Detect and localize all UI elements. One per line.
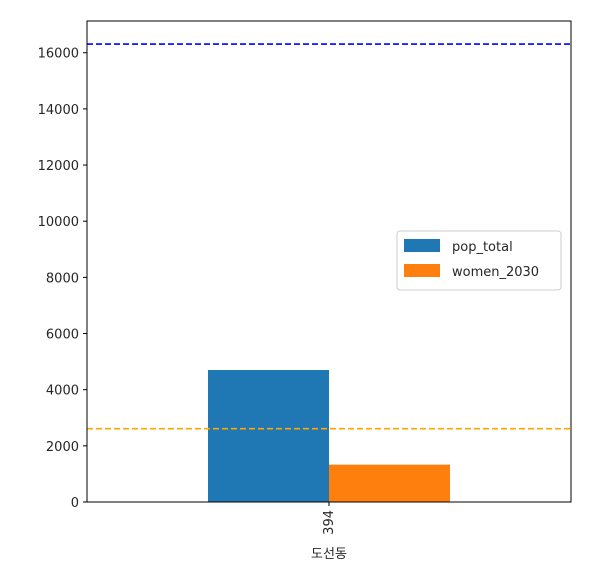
bar-pop_total [208,370,329,502]
legend-label-pop_total: pop_total [452,240,513,255]
y-tick-label: 12000 [38,159,79,174]
y-tick-label: 4000 [46,384,79,399]
y-tick-label: 6000 [46,328,79,343]
y-axis-ticks: 0 2000 4000 6000 8000 10000 12000 14000 16000 [38,47,87,511]
legend-swatch-pop_total [404,239,440,252]
y-tick-label: 16000 [38,47,79,62]
y-tick-label: 0 [71,496,79,511]
legend: pop_total women_2030 [396,230,562,291]
y-tick-label: 14000 [38,103,79,118]
bar-women_2030 [329,464,450,502]
y-tick-label: 2000 [46,440,79,455]
bars-group [208,370,450,502]
x-tick-label-number: 394 [322,510,337,535]
legend-swatch-women_2030 [404,264,440,277]
x-axis-ticks: 394 도선동 [311,502,347,562]
y-tick-label: 10000 [38,215,79,230]
legend-label-women_2030: women_2030 [452,265,539,280]
y-tick-label: 8000 [46,271,79,286]
x-tick-label-name: 도선동 [311,547,347,562]
